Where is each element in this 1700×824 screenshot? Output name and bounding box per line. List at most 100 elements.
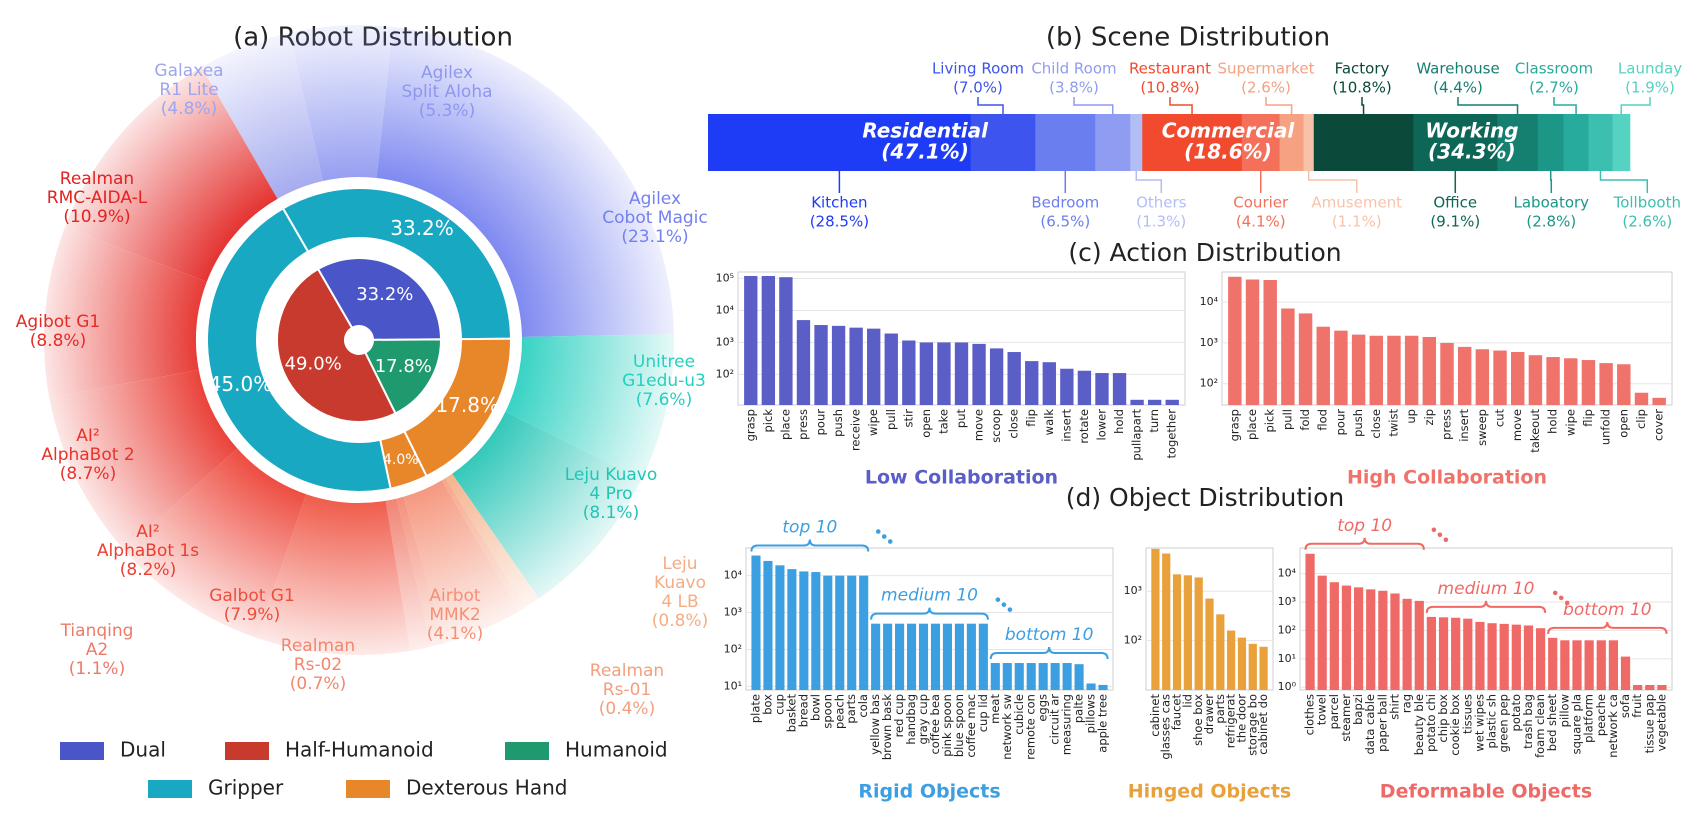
y-tick-label: 10¹ <box>1278 652 1296 665</box>
bar <box>1147 399 1162 405</box>
x-tick-label: paper ball <box>1375 694 1389 752</box>
bar <box>831 325 846 405</box>
bar <box>1523 625 1534 690</box>
bar <box>1316 326 1330 405</box>
x-tick-label: press <box>1440 409 1454 440</box>
x-tick-label: lower <box>1094 409 1108 441</box>
robot-share: (0.4%) <box>598 699 656 719</box>
annotation: top 10 <box>782 518 837 538</box>
y-tick-label: 10⁴ <box>1200 295 1219 308</box>
bar <box>1511 351 1525 405</box>
bar <box>1657 684 1667 690</box>
bar <box>1353 587 1364 690</box>
outer-label: Realman RMC-AIDA-L (10.9%) <box>47 170 147 227</box>
bar <box>763 560 773 690</box>
robot-name: Leju Kuavo 4 Pro <box>564 465 658 504</box>
bar-segment <box>1537 114 1564 171</box>
bar <box>1112 373 1127 405</box>
bar <box>1633 684 1643 690</box>
bar <box>1457 346 1472 405</box>
x-tick-label: stir <box>901 409 915 428</box>
x-axis-label: Deformable Objects <box>1380 781 1592 803</box>
scene-label: Living Room <box>932 60 1024 78</box>
leader-line <box>1599 171 1649 193</box>
scene-label: Factory <box>1335 60 1390 78</box>
scene-share: (2.8%) <box>1526 213 1576 231</box>
x-tick-label: move <box>972 409 986 441</box>
bar <box>1499 623 1509 690</box>
x-tick-label: push <box>831 409 845 437</box>
ellipsis-dot <box>875 529 881 534</box>
y-tick-label: 10² <box>724 642 742 655</box>
x-tick-label: cup <box>772 694 786 715</box>
outer-label: Agilex Split Aloha (5.3%) <box>401 64 492 121</box>
bar <box>1237 637 1247 690</box>
scene-share: (1.9%) <box>1625 79 1675 97</box>
x-tick-label: drawer <box>1202 694 1216 735</box>
bar <box>1645 684 1655 690</box>
scene-label: Launday <box>1618 60 1682 78</box>
bar <box>1259 646 1268 690</box>
x-tick-label: fruit <box>1630 694 1644 718</box>
x-tick-label: remote con <box>1024 694 1038 760</box>
bar <box>849 327 863 405</box>
x-tick-label: place <box>778 409 792 440</box>
x-tick-label: flip <box>1581 409 1595 427</box>
bar <box>1634 392 1649 405</box>
bar <box>930 623 941 690</box>
x-tick-label: push <box>1351 409 1365 437</box>
robot-share: (23.1%) <box>621 227 689 247</box>
outer-label: Galbot G1 (7.9%) <box>209 587 295 625</box>
bar <box>1026 663 1036 690</box>
x-tick-label: tissue pap <box>1642 694 1656 753</box>
outer-label: Realman Rs-02 (0.7%) <box>281 637 355 694</box>
robot-share: (10.9%) <box>63 207 131 227</box>
bar <box>1620 656 1631 690</box>
chart-title: (b) Scene Distribution <box>1046 23 1330 53</box>
robot-name: AI² AlphaBot 2 <box>41 426 135 465</box>
group-share: (34.3%) <box>1428 140 1516 164</box>
x-tick-label: sofa <box>1618 694 1632 718</box>
x-tick-label: storage bo <box>1245 694 1259 756</box>
x-tick-label: press <box>796 409 810 440</box>
x-axis-label: Rigid Objects <box>858 781 1000 803</box>
bar <box>1007 352 1021 405</box>
bar <box>1038 663 1048 690</box>
bar <box>1387 335 1401 405</box>
scene-label: Amusement <box>1311 194 1402 212</box>
bar <box>787 569 797 690</box>
bar <box>1228 276 1242 405</box>
legend-label: Dexterous Hand <box>406 776 567 800</box>
x-tick-label: clip <box>1634 409 1648 429</box>
x-tick-label: cover <box>1652 409 1666 441</box>
bar <box>883 623 893 690</box>
x-tick-label: parts <box>1213 694 1227 724</box>
annotation: bottom 10 <box>1005 625 1094 645</box>
segment-label: 45.0% <box>209 372 273 396</box>
robot-name: Realman RMC-AIDA-L <box>46 169 148 208</box>
x-tick-label: meat <box>988 694 1002 724</box>
group-share: (47.1%) <box>881 140 969 164</box>
x-tick-label: square pla <box>1570 694 1584 754</box>
x-tick-label: receive <box>849 409 863 451</box>
robot-name: Galaxea R1 Lite <box>154 61 224 100</box>
y-tick-label: 10² <box>1200 377 1218 390</box>
bar <box>1584 640 1594 690</box>
x-tick-label: potato <box>1509 694 1523 731</box>
x-tick-label: grasp <box>1227 409 1241 441</box>
y-tick-label: 10³ <box>1200 336 1218 349</box>
scene-share: (10.8%) <box>1332 79 1391 97</box>
bar <box>1281 308 1295 405</box>
ellipsis-dot <box>887 539 893 544</box>
scene-label: Office <box>1433 194 1477 212</box>
scene-share: (1.1%) <box>1332 213 1382 231</box>
bar-segment <box>1130 114 1143 171</box>
y-tick-label: 10⁴ <box>724 569 743 582</box>
leader-line <box>977 97 1004 114</box>
leader-line <box>1265 97 1293 114</box>
scene-label: Warehouse <box>1416 60 1499 78</box>
ring-segment <box>281 187 513 341</box>
x-tick-label: fold <box>1298 409 1312 431</box>
scene-share: (9.1%) <box>1430 213 1480 231</box>
scene-share: (6.5%) <box>1040 213 1090 231</box>
